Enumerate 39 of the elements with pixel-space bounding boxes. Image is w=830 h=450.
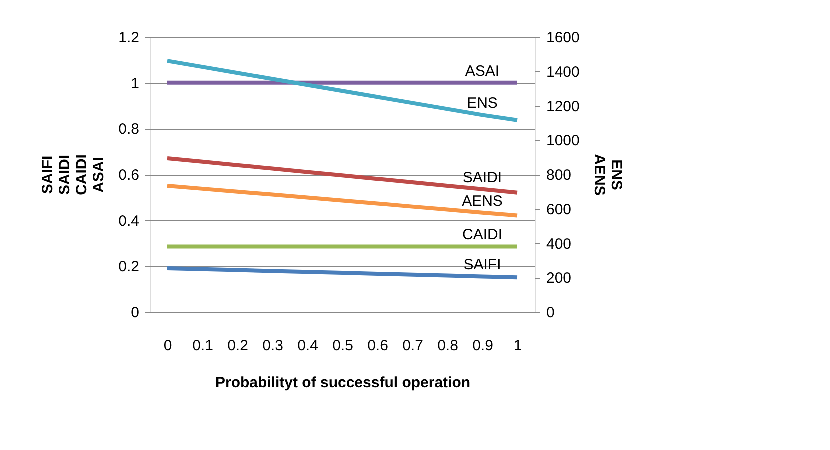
line-series bbox=[166, 156, 520, 195]
y2-tick-label: 1600 bbox=[546, 30, 580, 46]
y-tick-label: 0 bbox=[131, 304, 140, 322]
x-tick-label: 0.4 bbox=[298, 338, 318, 354]
line-series bbox=[166, 59, 520, 122]
y2-tick-label: 200 bbox=[546, 270, 572, 288]
y2-tick-label: 1200 bbox=[546, 98, 580, 116]
y2-tick-label: 400 bbox=[546, 236, 572, 253]
y-tick-label: 0.2 bbox=[118, 258, 140, 276]
line-series bbox=[166, 184, 520, 218]
series-label: ENS bbox=[467, 95, 498, 112]
y-tick-label: 1 bbox=[131, 75, 140, 92]
y-tick-label: 0.8 bbox=[118, 121, 140, 138]
y2-axis-title: ENS AENS bbox=[590, 154, 625, 196]
series-label: CAIDI bbox=[462, 226, 503, 244]
y2-tick-label: 1000 bbox=[546, 132, 580, 150]
y2-tick-label: 600 bbox=[546, 201, 572, 218]
x-tick-label: 0.1 bbox=[192, 338, 214, 354]
x-tick-label: 0.7 bbox=[402, 338, 424, 354]
y2-tick-label: 0 bbox=[546, 304, 555, 322]
x-tick-label: 0.2 bbox=[228, 338, 248, 354]
y-tick-label: 1.2 bbox=[118, 30, 140, 46]
x-tick-label: 0 bbox=[164, 338, 172, 354]
y-axis-title: SAIFI SAIDI CAIDI ASAI bbox=[40, 154, 108, 196]
x-tick-label: 0.9 bbox=[472, 338, 494, 354]
y2-tick-label: 1400 bbox=[546, 64, 580, 81]
x-tick-label: 1 bbox=[514, 338, 522, 354]
x-tick-label: 0.8 bbox=[438, 338, 458, 354]
series-label: SAIFI bbox=[464, 256, 502, 274]
x-axis-title: Probabilityt of successful operation bbox=[215, 374, 471, 392]
x-tick-label: 0.6 bbox=[368, 338, 388, 354]
y2-tick-label: 800 bbox=[546, 167, 572, 184]
x-tick-label: 0.3 bbox=[262, 338, 284, 354]
series-label: ASAI bbox=[465, 62, 500, 80]
y-tick-label: 0.6 bbox=[118, 167, 140, 184]
x-tick-label: 0.5 bbox=[332, 338, 354, 354]
series-label: SAIDI bbox=[462, 169, 502, 186]
y-tick-label: 0.4 bbox=[118, 212, 140, 230]
series-label: AENS bbox=[462, 192, 503, 210]
